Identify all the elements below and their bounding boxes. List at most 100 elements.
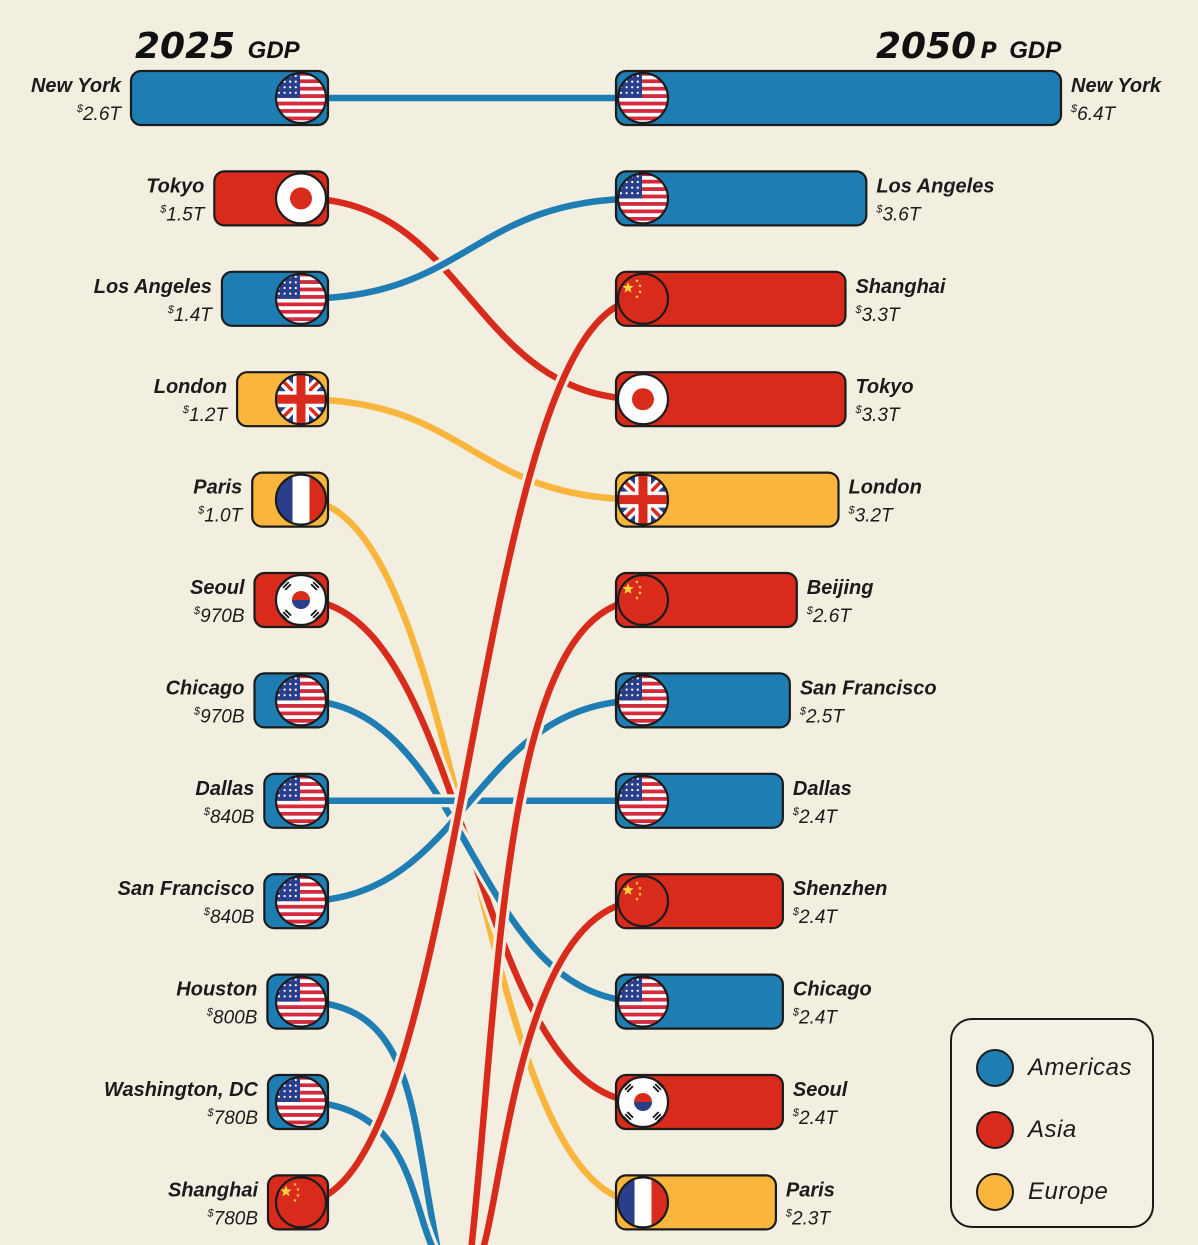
legend-label: Europe — [1028, 1178, 1109, 1205]
city-label: Tokyo — [146, 175, 204, 197]
us-flag-icon — [274, 674, 328, 727]
us-flag-icon — [616, 774, 670, 827]
right-year-title: 2050 P GDP — [876, 26, 1062, 67]
city-label: Los Angeles — [94, 276, 212, 298]
gdp-value-label: $3.3T — [854, 404, 901, 426]
gdp-value-label: $3.2T — [848, 505, 895, 527]
bar-2050-seoul: Seoul $2.4T — [614, 1073, 848, 1131]
bar-2050-new-york: New York $6.4T — [614, 69, 1162, 127]
gdp-value-label: $2.4T — [792, 806, 839, 828]
legend-item-americas: Americas — [976, 1046, 1132, 1090]
bar-2025-tokyo: Tokyo $1.5T — [146, 170, 330, 227]
connector-san-francisco — [294, 693, 650, 908]
connector-shenzhen — [477, 894, 650, 1245]
connector-beijing — [465, 593, 650, 1245]
gdp-value-label: $1.5T — [159, 203, 206, 225]
connector-houston — [294, 995, 444, 1245]
left-year-title: 2025 GDP — [135, 26, 301, 67]
bar-2025-new-york: New York $2.6T — [31, 69, 330, 127]
bar-2025-seoul: Seoul $970B — [190, 571, 330, 629]
bar-2050-london: London $3.2T — [614, 471, 922, 528]
gdp-value-label: $2.3T — [785, 1207, 832, 1229]
connector-london — [294, 392, 650, 507]
legend-label: Asia — [1028, 1116, 1077, 1143]
gdp-value-label: $780B — [207, 1207, 259, 1229]
connector-shanghai — [294, 292, 650, 1209]
gdp-value-label: $2.4T — [792, 1107, 839, 1129]
us-flag-icon — [274, 1075, 328, 1129]
bar-2025-dallas: Dallas $840B — [195, 772, 330, 829]
city-label: Los Angeles — [876, 175, 994, 197]
south-korea-flag-icon — [274, 573, 328, 627]
gdp-value-label: $3.6T — [875, 203, 922, 225]
asia-swatch-icon — [976, 1111, 1014, 1149]
city-label: Dallas — [793, 778, 852, 800]
bar-2050-beijing: Beijing $2.6T — [614, 571, 873, 629]
connector-chicago — [294, 693, 650, 1009]
gdp-value-label: $1.0T — [197, 505, 244, 527]
china-flag-icon — [616, 573, 670, 627]
gdp-value-label: $840B — [203, 906, 255, 928]
china-flag-icon — [616, 875, 670, 928]
bar-2050-san-francisco: San Francisco $2.5T — [614, 672, 937, 729]
city-label: Washington, DC — [104, 1079, 259, 1101]
gdp-value-label: $6.4T — [1070, 103, 1117, 125]
bar-2025-san-francisco: San Francisco $840B — [118, 873, 330, 930]
gdp-value-label: $970B — [193, 605, 245, 627]
us-flag-icon — [616, 172, 670, 225]
gdp-value-label: $840B — [203, 806, 255, 828]
japan-flag-icon — [274, 172, 328, 225]
bar-2050-paris: Paris $2.3T — [614, 1174, 835, 1231]
city-label: London — [154, 376, 227, 398]
city-label: Tokyo — [855, 376, 913, 398]
us-flag-icon — [274, 774, 328, 827]
rank-connectors — [294, 91, 650, 1245]
bar-2050-shanghai: Shanghai $3.3T — [614, 270, 946, 327]
city-label: Paris — [786, 1179, 835, 1201]
bar-2025-washington-dc: Washington, DC $780B — [104, 1073, 330, 1131]
bar-2025-paris: Paris $1.0T — [193, 471, 330, 528]
france-flag-icon — [616, 1176, 670, 1229]
gdp-value-label: $3.3T — [854, 304, 901, 326]
city-label: Chicago — [793, 979, 872, 1001]
chart-header: 2025 GDP 2050 P GDP — [135, 26, 1062, 67]
city-label: Seoul — [190, 577, 245, 599]
bar-2025-shanghai: Shanghai $780B — [168, 1174, 330, 1231]
city-label: San Francisco — [800, 677, 937, 699]
us-flag-icon — [274, 272, 328, 325]
bar-2025-london: London $1.2T — [154, 371, 330, 428]
connector-tokyo — [294, 191, 650, 406]
city-label: Shanghai — [168, 1179, 258, 1201]
bar-2050-shenzhen: Shenzhen $2.4T — [614, 873, 887, 930]
city-label: Chicago — [166, 677, 245, 699]
legend-label: Americas — [1028, 1054, 1133, 1081]
legend-item-asia: Asia — [976, 1108, 1077, 1152]
china-flag-icon — [274, 1176, 328, 1229]
bar-2050-dallas: Dallas $2.4T — [614, 772, 852, 829]
gdp-value-label: $1.2T — [182, 404, 229, 426]
us-flag-icon — [616, 71, 670, 125]
us-flag-icon — [274, 71, 328, 125]
south-korea-flag-icon — [616, 1075, 670, 1129]
city-label: New York — [31, 75, 122, 97]
bar-2025-chicago: Chicago $970B — [166, 672, 330, 729]
city-label: Paris — [193, 477, 242, 499]
us-flag-icon — [274, 875, 328, 928]
city-label: New York — [1071, 75, 1162, 97]
bar-2025-los-angeles: Los Angeles $1.4T — [94, 270, 330, 327]
gdp-value-label: $800B — [206, 1007, 258, 1029]
city-label: London — [849, 477, 922, 499]
bar-2050-tokyo: Tokyo $3.3T — [614, 371, 914, 428]
americas-swatch-icon — [976, 1049, 1014, 1087]
legend-item-europe: Europe — [976, 1170, 1108, 1214]
us-flag-icon — [616, 975, 670, 1028]
gdp-value-label: $2.6T — [76, 103, 123, 125]
japan-flag-icon — [616, 373, 670, 426]
bar-2050-los-angeles: Los Angeles $3.6T — [614, 170, 995, 227]
gdp-value-label: $2.6T — [806, 605, 853, 627]
connector-los-angeles — [294, 191, 650, 306]
gdp-value-label: $970B — [193, 705, 245, 727]
